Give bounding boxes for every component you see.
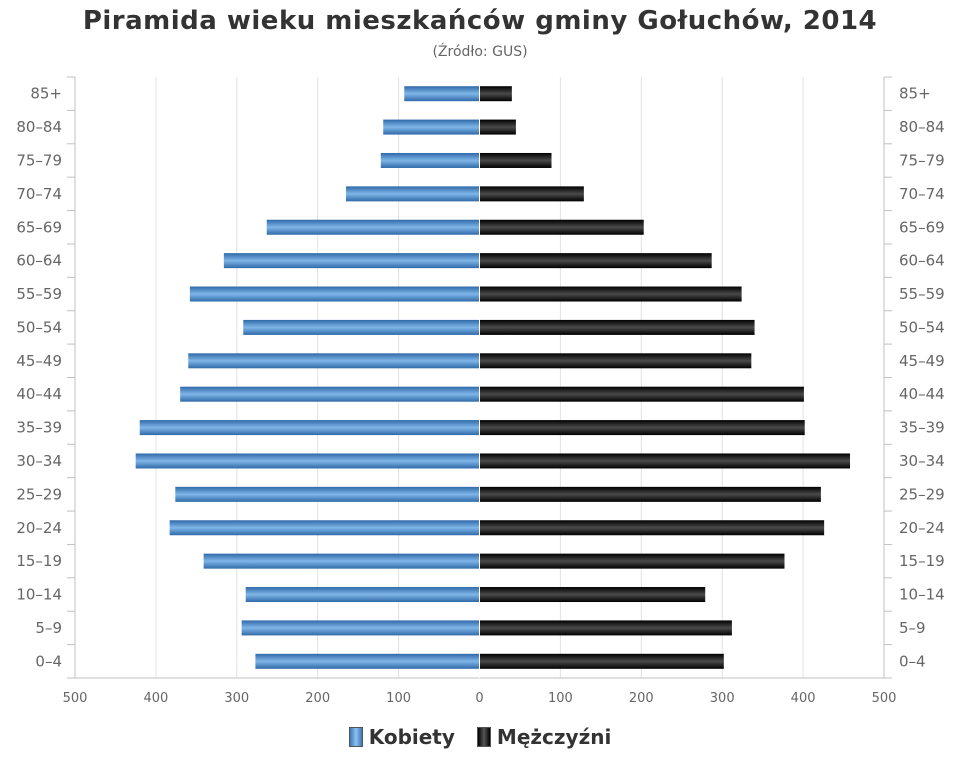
legend-swatch-male (476, 727, 491, 747)
x-tick-label: 100 (386, 691, 411, 706)
bar-female[interactable] (223, 253, 480, 269)
y-tick-label-right: 20–24 (899, 519, 945, 537)
bar-female[interactable] (180, 386, 480, 402)
bar-male[interactable] (479, 420, 805, 436)
y-tick-label-left: 65–69 (16, 218, 62, 236)
x-tick-label: 200 (629, 691, 654, 706)
bar-male[interactable] (479, 553, 785, 569)
y-tick-label-left: 80–84 (16, 118, 62, 136)
y-tick-label-left: 0–4 (35, 652, 62, 670)
bar-male[interactable] (479, 286, 742, 302)
y-tick-label-left: 40–44 (16, 385, 62, 403)
bar-male[interactable] (479, 653, 724, 669)
x-tick-label: 400 (791, 691, 816, 706)
bar-male[interactable] (479, 253, 712, 269)
x-tick-label: 300 (710, 691, 735, 706)
bar-male[interactable] (479, 486, 821, 502)
y-tick-label-right: 5–9 (899, 619, 926, 637)
y-tick-label-left: 45–49 (16, 352, 62, 370)
y-tick-label-right: 80–84 (899, 118, 945, 136)
chart-title: Piramida wieku mieszkańców gminy Gołuchó… (82, 6, 878, 36)
bar-female[interactable] (243, 319, 480, 335)
bar-male[interactable] (479, 219, 644, 235)
bar-female[interactable] (380, 152, 480, 168)
y-tick-label-left: 50–54 (16, 318, 62, 336)
y-tick-label-right: 70–74 (899, 185, 945, 203)
bar-female[interactable] (241, 620, 480, 636)
bar-female[interactable] (404, 86, 480, 102)
bar-female[interactable] (255, 653, 480, 669)
bar-male[interactable] (479, 319, 755, 335)
x-tick-label: 300 (224, 691, 249, 706)
bar-male[interactable] (479, 353, 752, 369)
y-tick-label-right: 75–79 (899, 151, 945, 169)
bar-male[interactable] (479, 119, 516, 135)
bar-male[interactable] (479, 386, 804, 402)
y-tick-label-right: 55–59 (899, 285, 945, 303)
x-tick-label: 100 (548, 691, 573, 706)
bar-female[interactable] (245, 587, 480, 603)
legend-label-female: Kobiety (368, 725, 455, 749)
bar-female[interactable] (346, 186, 480, 202)
y-tick-label-right: 35–39 (899, 419, 945, 437)
y-tick-label-right: 45–49 (899, 352, 945, 370)
y-tick-label-left: 25–29 (16, 485, 62, 503)
y-tick-label-left: 20–24 (16, 519, 62, 537)
y-tick-label-left: 55–59 (16, 285, 62, 303)
x-tick-label: 0 (475, 691, 483, 706)
y-tick-label-left: 5–9 (35, 619, 62, 637)
bar-female[interactable] (188, 353, 480, 369)
y-tick-label-right: 0–4 (899, 652, 926, 670)
y-tick-label-right: 85+ (899, 85, 931, 103)
y-tick-label-right: 50–54 (899, 318, 945, 336)
x-tick-label: 400 (143, 691, 168, 706)
y-tick-label-left: 60–64 (16, 252, 62, 270)
y-tick-label-right: 65–69 (899, 218, 945, 236)
y-tick-label-right: 60–64 (899, 252, 945, 270)
bar-female[interactable] (139, 420, 480, 436)
y-tick-label-right: 15–19 (899, 552, 945, 570)
bar-male[interactable] (479, 620, 732, 636)
bar-male[interactable] (479, 86, 512, 102)
bar-female[interactable] (266, 219, 480, 235)
bar-male[interactable] (479, 186, 584, 202)
bar-male[interactable] (479, 453, 851, 469)
bar-female[interactable] (203, 553, 480, 569)
chart-legend: Kobiety Mężczyźni (0, 724, 960, 750)
y-tick-label-left: 70–74 (16, 185, 62, 203)
y-tick-label-left: 75–79 (16, 151, 62, 169)
y-tick-label-right: 30–34 (899, 452, 945, 470)
y-tick-label-left: 15–19 (16, 552, 62, 570)
bar-female[interactable] (135, 453, 480, 469)
bar-male[interactable] (479, 520, 825, 536)
legend-swatch-female (348, 727, 363, 747)
bar-female[interactable] (189, 286, 480, 302)
legend-item-female[interactable]: Kobiety (348, 725, 455, 749)
chart-subtitle: (Źródło: GUS) (432, 44, 528, 60)
y-tick-label-right: 40–44 (899, 385, 945, 403)
x-tick-label: 200 (305, 691, 330, 706)
y-tick-label-left: 35–39 (16, 419, 62, 437)
bar-female[interactable] (383, 119, 480, 135)
bar-female[interactable] (169, 520, 480, 536)
bar-female[interactable] (175, 486, 480, 502)
bar-male[interactable] (479, 587, 706, 603)
x-tick-label: 500 (872, 691, 897, 706)
y-tick-label-left: 10–14 (16, 586, 62, 604)
legend-label-male: Mężczyźni (496, 725, 612, 749)
y-tick-label-left: 30–34 (16, 452, 62, 470)
y-tick-label-left: 85+ (30, 85, 62, 103)
legend-item-male[interactable]: Mężczyźni (476, 725, 612, 749)
x-tick-label: 500 (63, 691, 88, 706)
bar-male[interactable] (479, 152, 552, 168)
y-tick-label-right: 10–14 (899, 586, 945, 604)
y-tick-label-right: 25–29 (899, 485, 945, 503)
